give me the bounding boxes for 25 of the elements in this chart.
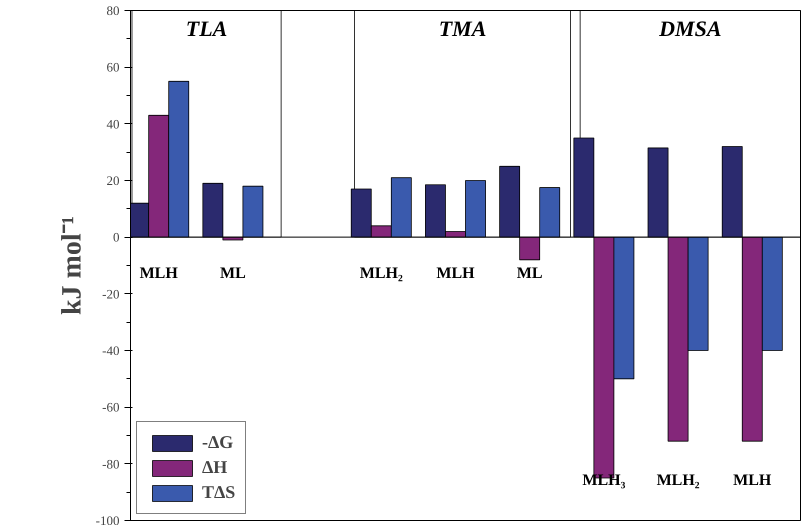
x-tick-label: MLH xyxy=(140,265,178,282)
legend-label: ΔH xyxy=(202,457,228,478)
y-tick-label: 0 xyxy=(113,230,120,245)
x-tick-label: MLH₃ xyxy=(582,472,626,490)
annotation: TMA xyxy=(438,16,486,42)
legend-label: TΔS xyxy=(202,482,236,503)
y-tick-label: 20 xyxy=(106,173,120,188)
y-tick-label: 40 xyxy=(106,116,120,132)
x-tick-label: ML xyxy=(516,265,543,282)
y-axis-title: kJ mol⁻¹ xyxy=(56,216,88,316)
y-tick-label: -100 xyxy=(96,513,120,527)
x-tick-label: MLH₂ xyxy=(360,265,403,282)
annotation: TLA xyxy=(186,16,228,42)
annotation: DMSA xyxy=(658,16,722,42)
y-tick-label: 80 xyxy=(106,3,120,18)
x-tick-label: MLH xyxy=(733,472,772,490)
y-tick-label: 60 xyxy=(106,60,120,75)
y-tick-label: -40 xyxy=(102,343,120,358)
x-tick-label: MLH₂ xyxy=(656,472,700,490)
y-tick-label: -60 xyxy=(102,400,120,415)
x-tick-label: ML xyxy=(220,265,246,282)
y-tick-label: -80 xyxy=(102,456,120,472)
x-tick-label: MLH xyxy=(436,265,476,282)
legend-label: -ΔG xyxy=(202,432,234,453)
y-tick-label: -20 xyxy=(102,286,120,302)
